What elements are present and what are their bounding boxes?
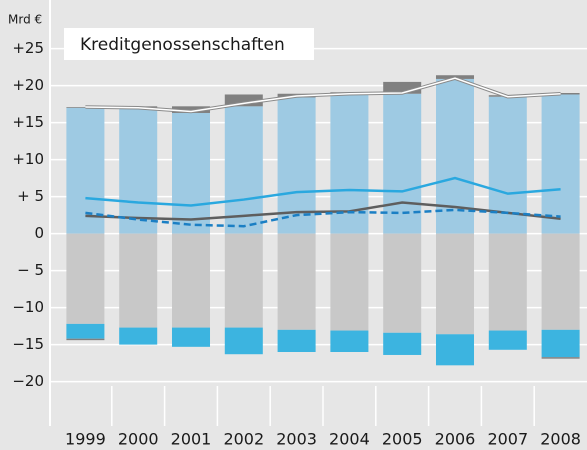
- bar: [66, 323, 105, 339]
- marks: [66, 75, 580, 366]
- x-tick-label: 2007: [487, 430, 528, 449]
- bar: [171, 106, 211, 113]
- y-tick-label: −10: [12, 298, 44, 316]
- bar: [541, 329, 580, 358]
- bar: [541, 94, 580, 234]
- bar: [66, 233, 105, 324]
- x-tick-label: 2003: [276, 430, 317, 449]
- bar: [435, 334, 475, 366]
- y-tick-label: −20: [12, 372, 44, 390]
- x-tick-label: 2006: [435, 430, 476, 449]
- y-tick-label: − 5: [17, 261, 44, 279]
- y-tick-label: −15: [12, 335, 44, 353]
- chart-title: Kreditgenossenschaften: [80, 35, 285, 55]
- bar: [330, 233, 369, 331]
- bar: [330, 330, 369, 352]
- x-tick-label: 1999: [65, 430, 106, 449]
- bar: [383, 93, 422, 234]
- y-tick-label: 0: [34, 224, 44, 242]
- bar: [119, 233, 158, 328]
- bar: [224, 106, 263, 234]
- y-tick-label: +20: [12, 76, 44, 94]
- bar: [435, 233, 475, 335]
- bar: [383, 81, 422, 94]
- bar: [383, 332, 422, 355]
- bar: [171, 327, 211, 347]
- bar: [66, 107, 105, 234]
- x-tick-label: 2000: [118, 430, 159, 449]
- bar: [224, 327, 263, 355]
- bar: [541, 233, 580, 330]
- y-tick-label: +15: [12, 113, 44, 131]
- line: [85, 77, 561, 113]
- bar: [171, 112, 211, 234]
- bar: [541, 357, 580, 359]
- y-tick-label: +25: [12, 39, 44, 57]
- y-tick-label: +10: [12, 150, 44, 168]
- x-tick-label: 2002: [223, 430, 264, 449]
- bar: [383, 233, 422, 333]
- bar: [119, 327, 158, 345]
- x-tick-label: 2008: [540, 430, 581, 449]
- bar: [488, 233, 527, 331]
- line: [85, 201, 561, 221]
- line: [85, 176, 561, 207]
- bar: [224, 94, 263, 107]
- bar: [119, 108, 158, 234]
- bar: [224, 233, 263, 328]
- y-tick-label: + 5: [17, 187, 44, 205]
- x-tick-label: 2004: [329, 430, 370, 449]
- line: [85, 208, 561, 228]
- bar: [277, 329, 316, 352]
- x-tick-label: 2005: [382, 430, 423, 449]
- title-box: [64, 28, 314, 60]
- bar: [171, 233, 211, 328]
- bar: [277, 233, 316, 330]
- bar: [488, 330, 527, 350]
- y-unit: Mrd €: [8, 13, 42, 27]
- bar: [66, 338, 105, 341]
- x-tick-label: 2001: [171, 430, 212, 449]
